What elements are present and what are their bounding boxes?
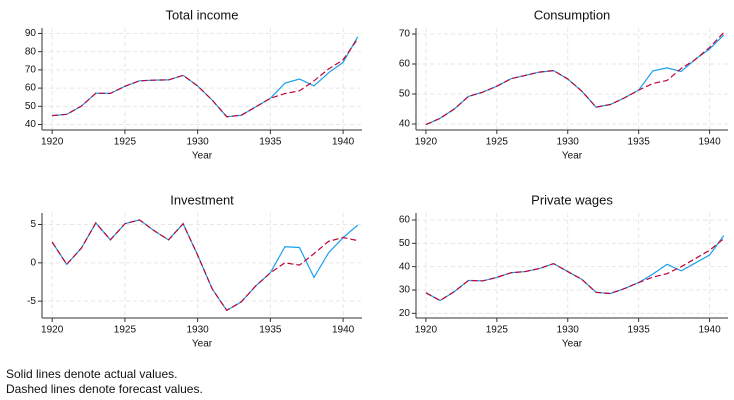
x-tick-label: 1925 [114,137,137,148]
x-tick-label: 1925 [114,325,137,336]
x-tick-label: 1930 [557,137,580,148]
x-tick-label: 1935 [259,325,282,336]
x-tick-label: 1920 [415,325,438,336]
y-tick-label: 80 [25,46,37,57]
x-axis-title: Year [192,339,213,350]
x-tick-label: 1935 [628,137,651,148]
y-tick-label: 30 [399,285,411,296]
y-tick-label: 50 [25,101,37,112]
x-tick-label: 1940 [332,137,355,148]
x-tick-label: 1925 [486,137,509,148]
y-tick-label: 60 [399,215,411,226]
x-tick-label: 1940 [332,325,355,336]
x-tick-label: 1935 [259,137,282,148]
chart-title: Investment [170,192,234,207]
y-tick-label: 50 [399,238,411,249]
x-tick-label: 1930 [557,325,580,336]
x-tick-label: 1925 [486,325,509,336]
y-tick-label: 50 [399,89,411,100]
chart-title: Total income [166,7,239,22]
note: Dashed lines denote forecast values. [6,382,203,396]
y-tick-label: 0 [30,257,36,268]
series-line [52,36,359,118]
x-axis-title: Year [562,339,583,350]
y-tick-label: -5 [27,296,36,307]
chart-title: Consumption [534,7,611,22]
x-tick-label: 1935 [628,325,651,336]
x-tick-label: 1920 [41,137,64,148]
y-tick-label: 40 [399,119,411,130]
y-tick-label: 70 [25,65,37,76]
y-tick-label: 40 [399,261,411,272]
x-tick-label: 1940 [698,325,721,336]
series-line [425,238,725,302]
x-axis-title: Year [192,151,213,162]
note: Solid lines denote actual values. [6,367,177,381]
series-line [425,235,725,302]
x-tick-label: 1930 [187,325,210,336]
y-tick-label: 40 [25,119,37,130]
y-tick-label: 70 [399,29,411,40]
chart-title: Private wages [531,192,613,207]
series-line [51,219,359,312]
y-tick-label: 5 [30,219,36,230]
y-tick-label: 60 [399,59,411,70]
x-tick-label: 1930 [187,137,210,148]
x-tick-label: 1920 [415,137,438,148]
series-line [425,34,725,126]
y-tick-label: 90 [25,28,37,39]
x-tick-label: 1920 [41,325,64,336]
series-line [425,32,725,126]
series-line [51,219,358,312]
series-line [52,38,359,118]
y-tick-label: 20 [399,308,411,319]
x-axis-title: Year [562,151,583,162]
y-tick-label: 60 [25,83,37,94]
x-tick-label: 1940 [698,137,721,148]
